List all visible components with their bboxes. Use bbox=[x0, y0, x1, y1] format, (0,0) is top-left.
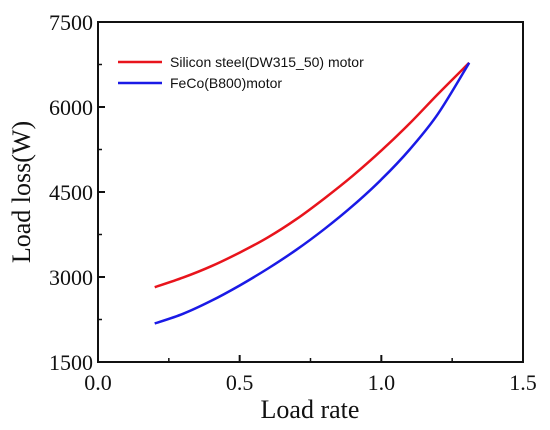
legend: Silicon steel(DW315_50) motor FeCo(B800)m… bbox=[118, 54, 364, 91]
x-axis-title: Load rate bbox=[261, 395, 360, 424]
series-layer bbox=[154, 61, 471, 325]
y-tick-label: 7500 bbox=[49, 10, 93, 35]
series-line-0 bbox=[154, 61, 471, 289]
x-tick-label: 0.0 bbox=[84, 370, 112, 395]
legend-label: FeCo(B800)motor bbox=[170, 75, 282, 91]
x-tick-label: 1.5 bbox=[509, 370, 537, 395]
y-tick-label: 1500 bbox=[49, 350, 93, 375]
y-axis-title: Load loss(W) bbox=[7, 121, 36, 263]
y-axis: 1500 3000 4500 6000 7500 bbox=[49, 10, 105, 375]
legend-label: Silicon steel(DW315_50) motor bbox=[170, 54, 364, 70]
x-tick-label: 0.5 bbox=[226, 370, 254, 395]
y-tick-label: 4500 bbox=[49, 180, 93, 205]
series-line-1 bbox=[154, 62, 471, 325]
x-axis: 0.0 0.5 1.0 1.5 bbox=[84, 355, 537, 395]
y-tick-label: 6000 bbox=[49, 95, 93, 120]
y-tick-label: 3000 bbox=[49, 265, 93, 290]
x-tick-label: 1.0 bbox=[368, 370, 396, 395]
